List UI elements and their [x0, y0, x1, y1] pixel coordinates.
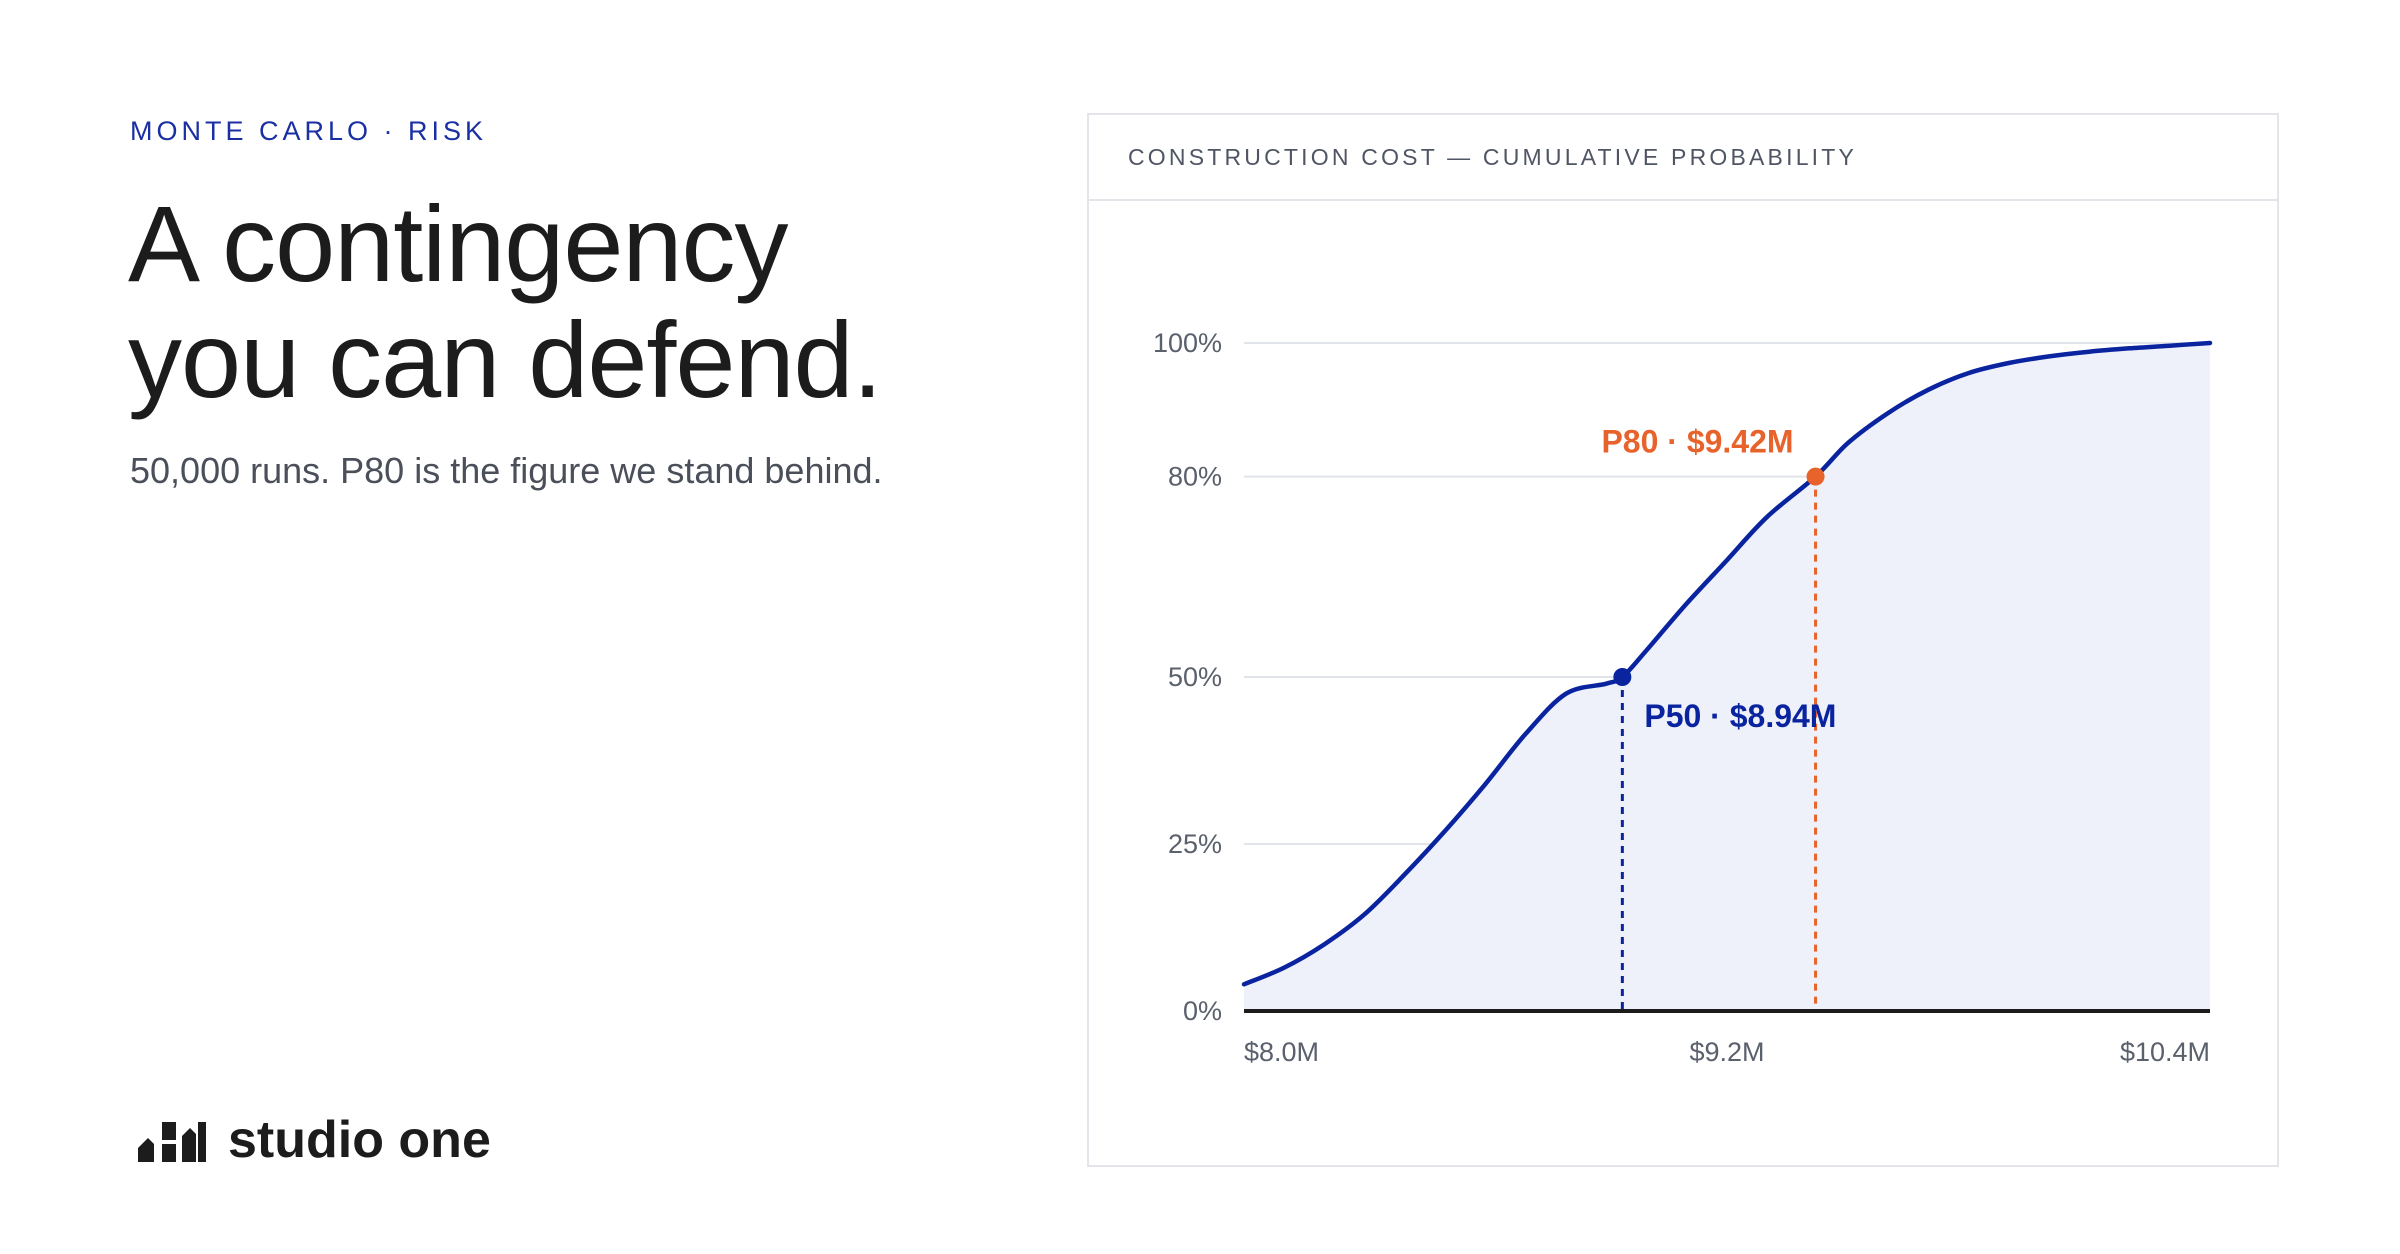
p80-marker [1806, 467, 1825, 486]
y-tick-label: 25% [1168, 829, 1222, 859]
cdf-line [1241, 340, 2213, 987]
p80-label: P80 · $9.42M [1601, 424, 1793, 460]
brand-name: studio one [228, 1111, 491, 1169]
area-fill [1244, 343, 2210, 1011]
y-tick-label: 0% [1183, 996, 1222, 1026]
x-tick-label: $9.2M [1689, 1037, 1764, 1067]
eyebrow-label: MONTE CARLO · RISK [130, 116, 488, 146]
y-tick-label: 50% [1168, 662, 1222, 692]
chart-card-header: CONSTRUCTION COST — CUMULATIVE PROBABILI… [1089, 115, 2277, 201]
brand-logo: studio one [138, 1110, 491, 1170]
p50-marker [1613, 668, 1632, 686]
headline-line-2: you can defend. [128, 299, 883, 420]
subheadline: 50,000 runs. P80 is the figure we stand … [130, 450, 883, 491]
cumulative-probability-chart: 0% 25% 50% 80% 100% P50 · $8.94M P80 · $9.42M $… [1153, 328, 2213, 1067]
p50-label: P50 · $8.94M [1644, 698, 1836, 734]
chart-card: CONSTRUCTION COST — CUMULATIVE PROBABILI… [1087, 113, 2279, 1167]
y-tick-label: 100% [1153, 328, 1222, 358]
x-tick-label: $10.4M [2120, 1037, 2210, 1067]
headline: A contingency you can defend. [128, 183, 883, 420]
y-tick-label: 80% [1168, 462, 1222, 492]
x-tick-label: $8.0M [1244, 1037, 1319, 1067]
headline-line-1: A contingency [128, 183, 788, 304]
chart-title: CONSTRUCTION COST — CUMULATIVE PROBABILI… [1128, 144, 1858, 170]
studio-one-logo-icon [138, 1122, 206, 1162]
